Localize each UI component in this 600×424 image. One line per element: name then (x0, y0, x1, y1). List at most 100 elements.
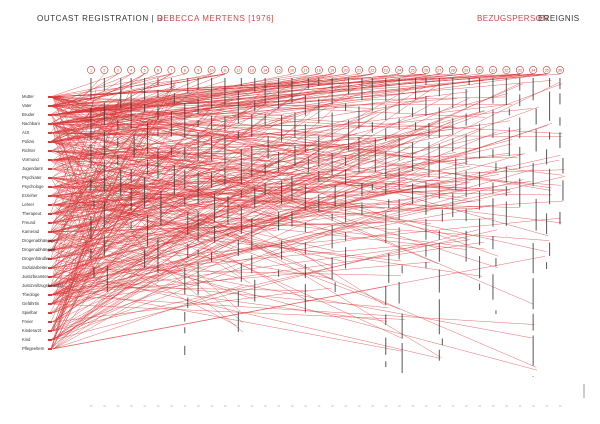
person-anchor (48, 186, 52, 188)
relation-line (49, 73, 427, 98)
event-text-column (117, 119, 119, 130)
event-text-column (331, 112, 333, 141)
relation-line (51, 174, 499, 251)
event-text-column (385, 151, 387, 179)
event-text-column (371, 122, 373, 133)
relation-line (51, 100, 425, 161)
event-text-column (184, 102, 186, 138)
relation-line (53, 89, 375, 188)
relation-line (52, 123, 96, 253)
event-text-column (103, 102, 105, 126)
event-text-column (211, 78, 213, 109)
event-text-column (240, 263, 242, 282)
event-marker (154, 66, 162, 74)
event-text-column (103, 160, 105, 193)
event-text-column (291, 78, 293, 103)
event-text-column (345, 156, 347, 166)
event-text-column (441, 338, 443, 346)
relation-line (51, 96, 293, 278)
relation-line (52, 153, 525, 287)
event-text-column (425, 218, 427, 240)
event-text-column (90, 178, 92, 191)
relation-line (49, 73, 118, 98)
event-number: 33 (518, 68, 522, 72)
event-text-column (331, 78, 333, 105)
event-number: 7 (170, 68, 172, 72)
event-text-column (157, 148, 159, 179)
relation-line (52, 170, 271, 197)
relation-line (52, 102, 133, 251)
event-number: 11 (223, 68, 227, 72)
event-text-column (211, 115, 213, 130)
relation-line (51, 274, 164, 314)
relation-line (53, 114, 158, 182)
event-marker (556, 66, 564, 74)
relation-line (51, 231, 237, 326)
person-anchor (48, 321, 52, 323)
event-marker (127, 66, 136, 74)
event-text-column (90, 216, 92, 240)
event-text-column (281, 115, 283, 142)
relation-line (50, 179, 524, 305)
relation-line (49, 136, 294, 305)
event-text-column (184, 327, 186, 334)
event-text-column (385, 361, 387, 367)
event-text-column (197, 172, 199, 204)
relation-line (53, 204, 282, 314)
relation-line (52, 150, 348, 237)
event-text-column (532, 243, 534, 274)
relation-line (49, 73, 440, 134)
event-number: 24 (397, 68, 401, 72)
relation-line (50, 83, 521, 305)
event-text-column (264, 78, 266, 104)
person-label: Sozialarbeiter (22, 265, 48, 270)
relation-line (51, 132, 562, 137)
event-text-column (173, 165, 175, 195)
event-text-column (318, 194, 320, 211)
event-text-column (358, 106, 360, 129)
event-text-column (187, 297, 189, 309)
relation-line (49, 73, 118, 116)
event-number: 35 (545, 68, 549, 72)
person-anchor (48, 276, 52, 278)
relation-line (49, 73, 547, 143)
event-marker (180, 66, 189, 74)
event-text-column (197, 262, 199, 295)
event-text-column (438, 299, 440, 335)
event-text-column (106, 265, 108, 292)
person-anchor (48, 177, 52, 179)
event-text-column (492, 78, 494, 104)
event-text-column (147, 159, 149, 175)
event-text-column (532, 376, 534, 377)
person-anchor (48, 159, 52, 161)
event-text-column (388, 199, 390, 208)
event-text-column (559, 211, 561, 225)
relation-line (49, 73, 547, 107)
event-text-column (237, 90, 239, 124)
event-number: 32 (504, 68, 508, 72)
event-text-column (157, 105, 159, 120)
event-text-column (425, 181, 427, 215)
event-text-column (240, 207, 242, 235)
relation-line (52, 204, 480, 209)
event-text-column (251, 114, 253, 137)
relation-line (52, 139, 108, 332)
event-marker (140, 66, 149, 74)
event-text-column (465, 113, 467, 126)
event-text-column (227, 234, 229, 236)
event-text-column (304, 184, 306, 210)
event-text-column (495, 258, 497, 267)
event-text-column (294, 145, 296, 166)
event-marker (341, 66, 350, 74)
event-text-column (157, 78, 159, 86)
event-number: 28 (451, 68, 455, 72)
person-label: Drogenhändler (22, 256, 50, 261)
relation-line (51, 108, 197, 224)
relation-line (49, 73, 400, 143)
person-anchor (48, 258, 52, 260)
person-label: Spielbar (22, 310, 38, 315)
event-text-column (237, 131, 239, 140)
event-text-column (184, 147, 186, 159)
relation-line (51, 105, 324, 197)
